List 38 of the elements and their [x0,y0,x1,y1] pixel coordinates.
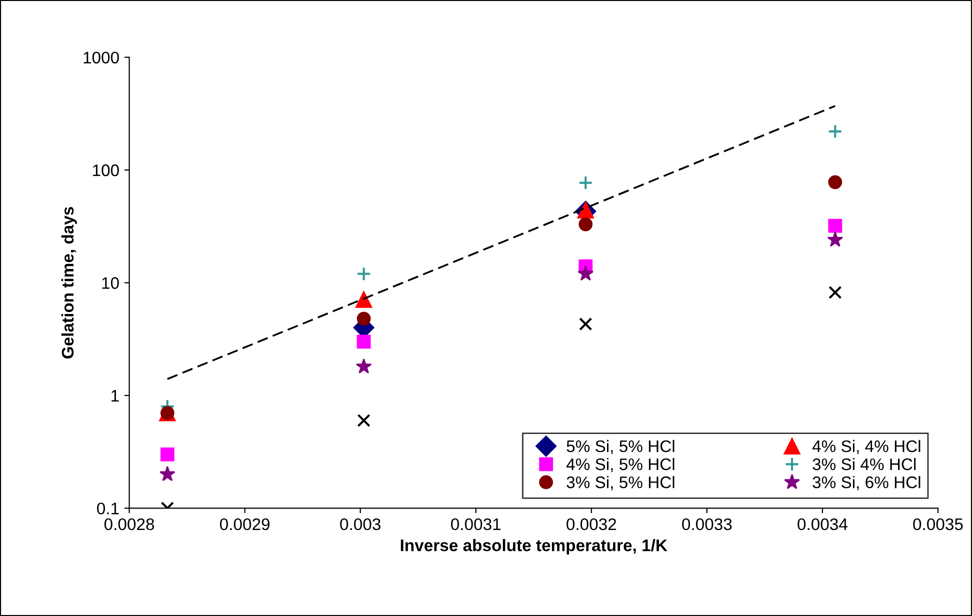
y-tick-label: 1 [112,390,119,402]
y-tick-label: 10 [102,277,119,289]
point [356,312,371,326]
x-tick-label: 0.003 [340,518,380,530]
x-axis-title: Inverse absolute temperature, 1/K [400,539,668,555]
legend-label: 4% Si, 4% HCl [812,440,920,454]
point [160,447,174,462]
point [356,358,372,374]
legend-label: 3% Si, 6% HCl [812,476,920,490]
legend-label: 3% Si, 5% HCl [566,476,674,490]
x-tick-label: 0.0028 [104,518,154,530]
legend-label: 4% Si, 5% HCl [566,458,674,472]
y-tick-label: 1000 [84,52,119,64]
point [356,334,371,349]
x-tick-label: 0.0032 [566,518,616,530]
x-tick-label: 0.0033 [682,518,732,530]
x-tick-label: 0.0035 [913,518,963,530]
point [159,466,176,482]
point [828,218,842,233]
point [578,265,594,281]
point [828,286,842,300]
point [356,266,372,282]
legend-label: 5% Si, 5% HCl [566,440,674,454]
legend-label: 3% Si 4% HCl [812,458,916,470]
point [357,414,370,428]
point [579,317,592,331]
x-tick-label: 0.0031 [451,518,501,530]
y-axis-title: Gelation time, days [61,207,77,358]
y-tick-label: 0.1 [97,502,119,514]
point [355,291,372,308]
x-tick-label: 0.0034 [798,518,848,530]
y-tick-label: 100 [93,164,119,176]
point [828,175,842,190]
x-tick-label: 0.0029 [220,518,270,530]
point [827,232,844,247]
point [578,217,593,232]
point [578,176,593,190]
point [828,124,842,139]
